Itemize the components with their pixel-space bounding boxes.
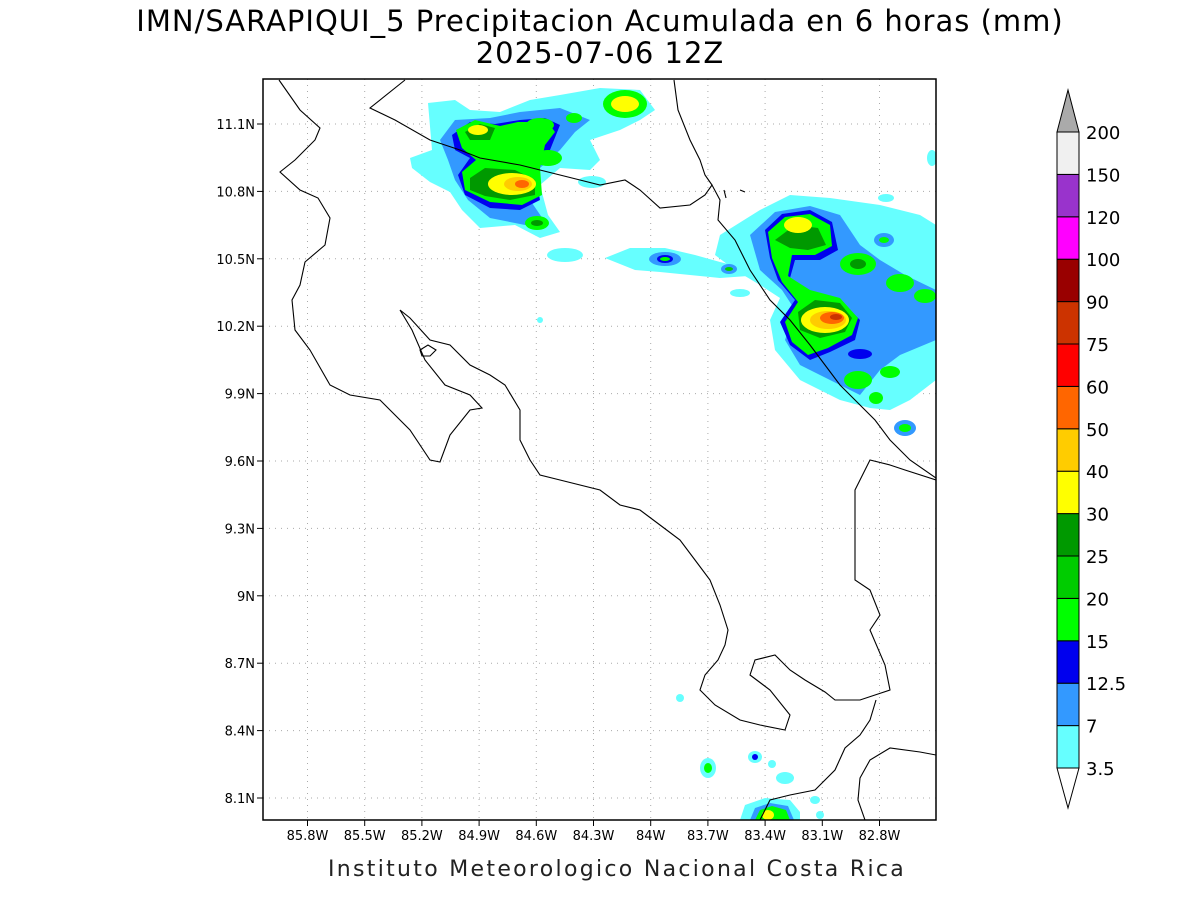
footer-credit: Instituto Meteorologico Nacional Costa R… bbox=[328, 857, 907, 882]
colorbar-label: 40 bbox=[1086, 462, 1109, 483]
rain-band-central bbox=[537, 248, 750, 323]
graticule bbox=[263, 79, 936, 820]
colorbar-label: 7 bbox=[1086, 717, 1097, 738]
lon-tick-label: 84W bbox=[636, 829, 666, 844]
colorbar-label: 15 bbox=[1086, 632, 1109, 653]
lat-tick-label: 10.8N bbox=[216, 185, 255, 200]
colorbar-swatch bbox=[1056, 131, 1080, 175]
colorbar-swatch bbox=[1056, 470, 1080, 515]
colorbar-label: 60 bbox=[1086, 377, 1109, 398]
lat-tick-label: 9.9N bbox=[225, 388, 255, 403]
colorbar-swatch bbox=[1056, 173, 1080, 218]
colorbar-swatch bbox=[1056, 301, 1080, 345]
colorbar: 3.5 7 12.5 15 20 25 30 40 50 60 75 90 100 120 150 200 bbox=[1056, 88, 1126, 810]
colorbar-swatch bbox=[1056, 725, 1080, 769]
latitude-axis: 11.1N 10.8N 10.5N 10.2N 9.9N 9.6N 9.3N 9N 8.7N 8.… bbox=[216, 118, 263, 807]
map-title: IMN/SARAPIQUI_5 Precipitacion Acumulada … bbox=[136, 4, 1064, 38]
coastlines bbox=[278, 79, 936, 820]
lon-tick-label: 82.8W bbox=[859, 829, 901, 844]
lon-tick-label: 84.6W bbox=[515, 829, 557, 844]
colorbar-label: 150 bbox=[1086, 165, 1120, 186]
lat-tick-label: 10.5N bbox=[216, 253, 255, 268]
colorbar-label: 20 bbox=[1086, 589, 1109, 610]
lon-tick-label: 84.3W bbox=[573, 829, 615, 844]
colorbar-label: 75 bbox=[1086, 335, 1109, 356]
lon-tick-label: 83.7W bbox=[687, 829, 729, 844]
lat-tick-label: 8.4N bbox=[225, 725, 255, 740]
colorbar-label: 30 bbox=[1086, 505, 1109, 526]
lat-tick-label: 10.2N bbox=[216, 320, 255, 335]
lon-tick-label: 83.1W bbox=[801, 829, 843, 844]
colorbar-swatch bbox=[1056, 640, 1080, 684]
lat-tick-label: 9.6N bbox=[225, 455, 255, 470]
map-datetime: 2025-07-06 12Z bbox=[475, 36, 725, 70]
lon-tick-label: 85.8W bbox=[287, 829, 329, 844]
colorbar-label: 100 bbox=[1086, 250, 1120, 271]
colorbar-swatch bbox=[1056, 597, 1080, 642]
colorbar-label: 3.5 bbox=[1086, 759, 1115, 780]
colorbar-swatch bbox=[1056, 216, 1080, 260]
colorbar-label: 120 bbox=[1086, 208, 1120, 229]
lon-tick-label: 85.2W bbox=[401, 829, 443, 844]
lat-tick-label: 8.7N bbox=[225, 657, 255, 672]
map-frame bbox=[262, 78, 937, 821]
colorbar-swatch bbox=[1056, 428, 1080, 472]
colorbar-min-triangle bbox=[1056, 767, 1080, 810]
lat-tick-label: 8.1N bbox=[225, 792, 255, 807]
colorbar-label: 50 bbox=[1086, 420, 1109, 441]
lon-tick-label: 84.9W bbox=[458, 829, 500, 844]
colorbar-label: 200 bbox=[1086, 123, 1120, 144]
precipitation-field bbox=[278, 79, 936, 820]
colorbar-label: 90 bbox=[1086, 293, 1109, 314]
colorbar-label: 12.5 bbox=[1086, 674, 1126, 695]
colorbar-swatch bbox=[1056, 343, 1080, 387]
colorbar-label: 25 bbox=[1086, 547, 1109, 568]
lon-tick-label: 83.4W bbox=[744, 829, 786, 844]
colorbar-max-triangle bbox=[1056, 88, 1080, 133]
lat-tick-label: 11.1N bbox=[216, 118, 255, 133]
rain-cell-south-pacific bbox=[676, 694, 824, 820]
colorbar-swatch bbox=[1056, 385, 1080, 430]
lat-tick-label: 9N bbox=[237, 590, 255, 605]
colorbar-swatch bbox=[1056, 258, 1080, 303]
longitude-axis: 85.8W 85.5W 85.2W 84.9W 84.6W 84.3W 84W 83.7W 83… bbox=[287, 820, 901, 844]
colorbar-swatch bbox=[1056, 555, 1080, 599]
lat-tick-label: 9.3N bbox=[225, 522, 255, 537]
lon-tick-label: 85.5W bbox=[344, 829, 386, 844]
colorbar-swatch bbox=[1056, 682, 1080, 727]
rain-cell-north-nicaragua bbox=[410, 88, 655, 262]
colorbar-swatch bbox=[1056, 513, 1080, 557]
